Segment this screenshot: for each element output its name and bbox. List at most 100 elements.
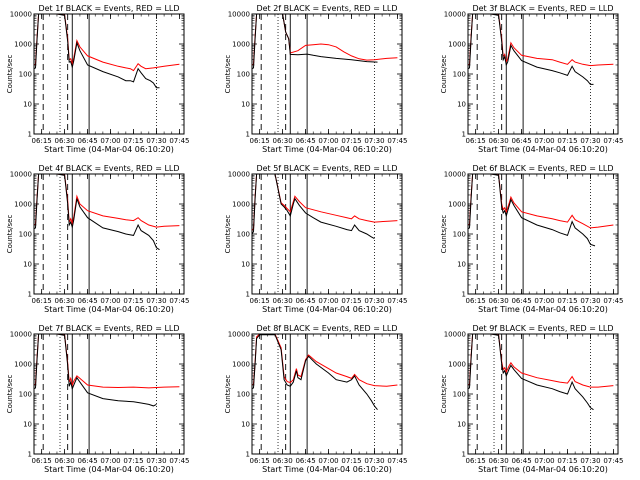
- x-tick-label: 07:15: [341, 137, 361, 145]
- x-tick-label: 07:00: [100, 137, 120, 145]
- y-tick-label: 1000: [448, 361, 466, 369]
- events-series-line: [251, 173, 375, 240]
- y-tick-label: 10: [23, 101, 32, 109]
- lld-series-line: [251, 173, 398, 231]
- x-tick-label: 06:30: [55, 137, 75, 145]
- x-tick-label: 07:45: [603, 297, 623, 305]
- x-tick-label: 07:00: [534, 457, 554, 465]
- y-tick-label: 1000: [448, 201, 466, 209]
- y-tick-label: 1000: [14, 201, 32, 209]
- x-tick-label: 07:30: [364, 297, 384, 305]
- panel-title: Det 3f BLACK = Events, RED = LLD: [472, 4, 613, 13]
- x-tick-label: 07:45: [603, 137, 623, 145]
- events-series-line: [251, 334, 378, 411]
- x-tick-label: 06:45: [295, 137, 315, 145]
- x-tick-label: 06:15: [32, 137, 52, 145]
- x-tick-label: 07:15: [557, 297, 577, 305]
- x-tick-label: 07:45: [387, 457, 407, 465]
- y-tick-label: 1: [462, 451, 466, 459]
- lld-series-line: [467, 173, 614, 229]
- y-tick-label: 10000: [10, 331, 32, 339]
- x-tick-label: 07:00: [534, 297, 554, 305]
- events-series-line: [251, 13, 378, 70]
- y-axis-label: Counts/sec: [6, 375, 14, 414]
- y-tick-label: 10000: [10, 11, 32, 19]
- x-axis-label: Start Time (04-Mar-04 06:10:20): [44, 305, 174, 314]
- x-tick-label: 06:30: [273, 297, 293, 305]
- y-axis-label: Counts/sec: [440, 215, 448, 254]
- y-axis-label: Counts/sec: [440, 55, 448, 94]
- x-tick-label: 06:45: [295, 457, 315, 465]
- y-tick-label: 10: [23, 421, 32, 429]
- y-tick-label: 100: [19, 231, 32, 239]
- y-tick-label: 1000: [14, 361, 32, 369]
- x-tick-label: 07:00: [100, 457, 120, 465]
- y-tick-label: 100: [237, 231, 250, 239]
- lld-series-line: [467, 13, 614, 67]
- y-tick-label: 1: [462, 131, 466, 139]
- x-tick-label: 06:45: [77, 297, 97, 305]
- y-axis-label: Counts/sec: [224, 215, 232, 254]
- panel-8: 1 10 100 1000 10000 06:15 06:30 06:45 07:00 07:15…: [224, 324, 408, 474]
- x-tick-label: 06:45: [511, 137, 531, 145]
- x-tick-label: 06:30: [489, 297, 509, 305]
- events-series-line: [467, 333, 594, 411]
- y-tick-label: 1: [462, 291, 466, 299]
- x-tick-label: 06:30: [273, 137, 293, 145]
- panel-2: 1 10 100 1000 10000 06:15 06:30 06:45 07:00 07:15…: [224, 4, 408, 154]
- x-tick-label: 06:15: [466, 457, 486, 465]
- x-tick-label: 07:15: [557, 457, 577, 465]
- panel-6: 1 10 100 1000 10000 06:15 06:30 06:45 07:00 07:15…: [440, 164, 624, 314]
- x-axis-label: Start Time (04-Mar-04 06:10:20): [478, 305, 608, 314]
- y-tick-label: 10000: [444, 331, 466, 339]
- x-axis-label: Start Time (04-Mar-04 06:10:20): [262, 145, 392, 154]
- x-tick-label: 06:45: [511, 457, 531, 465]
- panel-1: 1 10 100 1000 10000 06:15 06:30 06:45 07:00 07:15…: [6, 4, 190, 154]
- y-tick-label: 10000: [228, 11, 250, 19]
- y-tick-label: 10: [241, 261, 250, 269]
- y-tick-label: 100: [237, 71, 250, 79]
- y-tick-label: 10: [457, 101, 466, 109]
- y-tick-label: 1000: [448, 41, 466, 49]
- y-tick-label: 10000: [10, 171, 32, 179]
- plot-frame: [33, 333, 185, 455]
- events-series-line: [33, 13, 160, 89]
- x-tick-label: 07:00: [318, 137, 338, 145]
- y-tick-label: 1000: [232, 361, 250, 369]
- x-tick-label: 06:45: [77, 137, 97, 145]
- x-tick-label: 07:00: [318, 297, 338, 305]
- lld-series-line: [33, 333, 180, 389]
- plot-frame: [33, 173, 185, 295]
- y-tick-label: 1000: [232, 41, 250, 49]
- plot-frame: [467, 333, 619, 455]
- plot-frame: [467, 173, 619, 295]
- y-tick-label: 10: [457, 421, 466, 429]
- x-tick-label: 07:30: [580, 297, 600, 305]
- lld-series-line: [251, 333, 398, 387]
- y-tick-label: 10000: [228, 171, 250, 179]
- panel-7: 1 10 100 1000 10000 06:15 06:30 06:45 07:00 07:15…: [6, 324, 190, 474]
- panel-title: Det 5f BLACK = Events, RED = LLD: [256, 164, 397, 173]
- x-tick-label: 07:30: [364, 457, 384, 465]
- lld-series-line: [33, 13, 180, 72]
- panel-title: Det 4f BLACK = Events, RED = LLD: [38, 164, 179, 173]
- x-tick-label: 06:45: [511, 297, 531, 305]
- y-tick-label: 1000: [232, 201, 250, 209]
- y-axis-label: Counts/sec: [224, 55, 232, 94]
- y-tick-label: 1: [246, 451, 250, 459]
- y-tick-label: 100: [453, 391, 466, 399]
- x-axis-label: Start Time (04-Mar-04 06:10:20): [478, 465, 608, 474]
- y-tick-label: 1: [28, 291, 32, 299]
- panel-title: Det 8f BLACK = Events, RED = LLD: [256, 324, 397, 333]
- lld-series-line: [33, 173, 180, 228]
- x-tick-label: 07:00: [318, 457, 338, 465]
- x-tick-label: 07:30: [146, 297, 166, 305]
- x-tick-label: 07:45: [387, 297, 407, 305]
- x-tick-label: 06:15: [32, 297, 52, 305]
- x-tick-label: 07:30: [364, 137, 384, 145]
- x-tick-label: 07:30: [146, 137, 166, 145]
- events-series-line: [467, 13, 594, 85]
- y-tick-label: 10: [23, 261, 32, 269]
- x-tick-label: 06:45: [295, 297, 315, 305]
- panel-5: 1 10 100 1000 10000 06:15 06:30 06:45 07:00 07:15…: [224, 164, 408, 314]
